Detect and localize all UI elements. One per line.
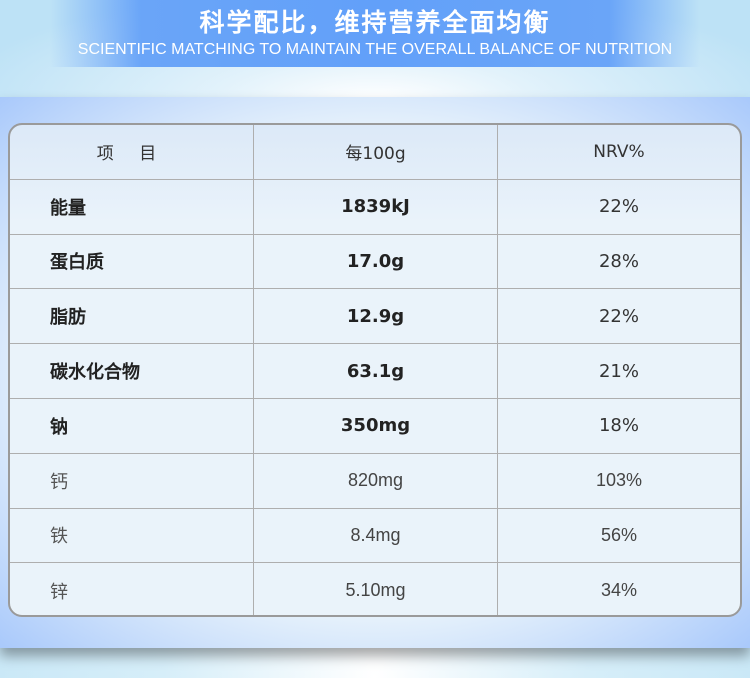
table-row: 脂肪 12.9g 22% — [10, 289, 740, 345]
header-nrv: NRV% — [593, 141, 645, 162]
nrv-cell: 28% — [598, 250, 639, 272]
item-cell: 钠 — [10, 398, 254, 453]
header-per100g: 每100g — [254, 125, 498, 179]
item-cell: 铁 — [10, 508, 254, 563]
per100g-cell: 63.1g — [254, 344, 498, 398]
banner: 科学配比，维持营养全面均衡 SCIENTIFIC MATCHING TO MAI… — [50, 0, 700, 67]
per100g-cell: 12.9g — [254, 289, 498, 344]
nutrition-table: 项 目 每100g NRV% 能量 1839kJ 22% 蛋白质 17.0g 28% 脂肪 1… — [8, 123, 742, 617]
item-cell: 钙 — [10, 453, 254, 508]
per100g-cell: 17.0g — [254, 234, 498, 289]
table-row: 蛋白质 17.0g 28% — [10, 234, 740, 290]
table-row: 能量 1839kJ 22% — [10, 179, 740, 235]
item-cell: 锌 — [10, 563, 254, 615]
banner-subtitle: SCIENTIFIC MATCHING TO MAINTAIN THE OVER… — [77, 41, 673, 58]
nrv-cell: 103% — [595, 470, 643, 491]
table-row: 钠 350mg 18% — [10, 398, 740, 454]
item-cell: 脂肪 — [10, 289, 254, 344]
table-row: 钙 820mg 103% — [10, 453, 740, 509]
table-row: 锌 5.10mg 34% — [10, 563, 740, 615]
table-header: 项 目 每100g NRV% — [10, 125, 740, 180]
table-row: 碳水化合物 63.1g 21% — [10, 344, 740, 399]
nrv-cell: 56% — [600, 524, 638, 545]
item-cell: 蛋白质 — [10, 234, 254, 289]
per100g-cell: 350mg — [254, 398, 498, 453]
table-row: 铁 8.4mg 56% — [10, 508, 740, 564]
nutrition-panel: 项 目 每100g NRV% 能量 1839kJ 22% 蛋白质 17.0g 28% 脂肪 1… — [0, 97, 750, 648]
item-cell: 能量 — [10, 179, 254, 234]
header-item: 项 目 — [10, 125, 254, 179]
item-cell: 碳水化合物 — [10, 344, 254, 398]
nrv-cell: 22% — [598, 196, 639, 218]
nrv-cell: 22% — [598, 305, 639, 327]
nrv-cell: 18% — [598, 415, 639, 437]
nrv-cell: 34% — [600, 580, 638, 601]
per100g-cell: 5.10mg — [254, 563, 498, 615]
nrv-cell: 21% — [598, 360, 639, 382]
per100g-cell: 820mg — [254, 453, 498, 508]
banner-title: 科学配比，维持营养全面均衡 — [199, 8, 551, 37]
per100g-cell: 8.4mg — [254, 508, 498, 563]
per100g-cell: 1839kJ — [254, 179, 498, 234]
